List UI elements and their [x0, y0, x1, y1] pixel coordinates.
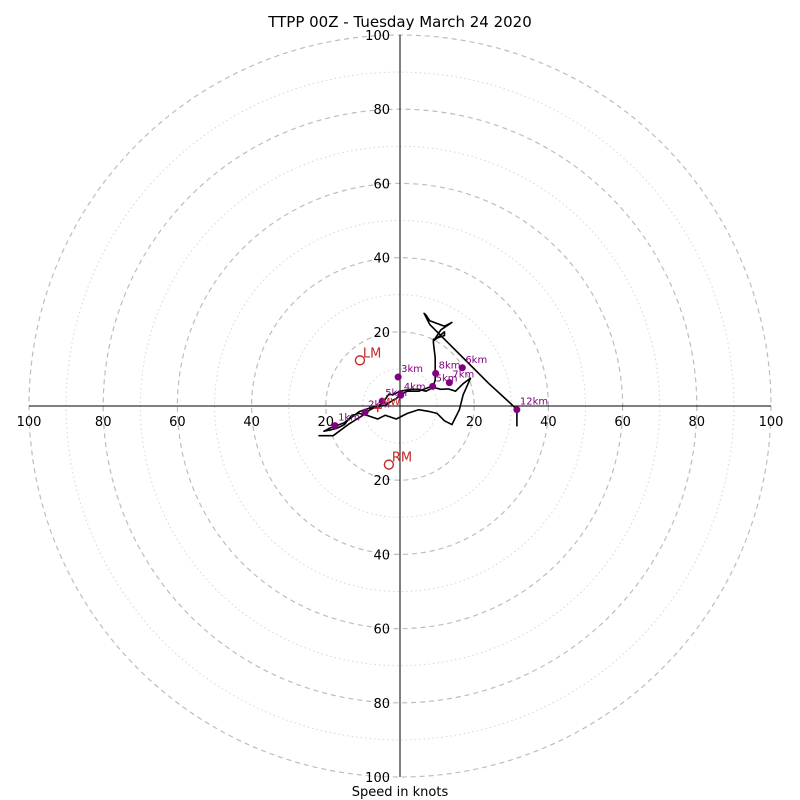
storm-motion-point [383, 459, 395, 470]
storm-motion-markers: LM RM MW [354, 346, 412, 470]
x-tick-label: 40 [540, 415, 557, 430]
x-tick-label: 60 [614, 415, 631, 430]
hodograph-trace [318, 312, 518, 437]
height-marker-point [331, 422, 339, 430]
storm-motion-label: LM [363, 346, 381, 361]
chart-axes [29, 35, 771, 777]
height-marker-point [432, 369, 440, 377]
x-tick-label: 100 [759, 415, 784, 430]
storm-motion-label: RM [392, 451, 412, 466]
x-tick-label: 60 [169, 415, 186, 430]
storm-motion-point [354, 355, 366, 366]
y-tick-label: 20 [373, 474, 390, 489]
height-marker-point [378, 397, 386, 405]
x-axis-label: Speed in knots [352, 785, 449, 800]
y-tick-label: 80 [373, 103, 390, 118]
height-marker-point [513, 406, 521, 414]
height-marker-label: 4km [404, 382, 426, 393]
x-tick-label: 100 [17, 415, 42, 430]
height-marker-point [445, 379, 453, 387]
height-marker-label: 6km [465, 355, 487, 366]
height-marker-point [397, 391, 405, 399]
y-tick-label: 80 [373, 697, 390, 712]
height-marker-point [429, 382, 437, 390]
y-tick-label: 100 [365, 29, 390, 44]
x-tick-label: 80 [689, 415, 706, 430]
height-marker-point [394, 373, 402, 381]
y-tick-label: 60 [373, 623, 390, 638]
x-tick-label: 20 [466, 415, 483, 430]
height-marker-point [361, 408, 369, 416]
height-marker-label: 1km [338, 413, 360, 424]
height-marker-label: 5km [385, 388, 407, 399]
height-marker-label: 7km [452, 370, 474, 381]
height-marker-label: 3km [401, 364, 423, 375]
y-tick-label: 100 [365, 771, 390, 786]
height-marker-label: 8km [439, 360, 461, 371]
x-tick-label: 40 [243, 415, 260, 430]
tick-labels: 20 20 20 20 40 40 40 40 60 60 60 60 80 80 80 80 100 100 10… [17, 29, 784, 786]
x-tick-label: 20 [318, 415, 335, 430]
chart-title: TTPP 00Z - Tuesday March 24 2020 [267, 13, 532, 31]
y-tick-label: 40 [373, 252, 390, 267]
height-marker-label: 12km [520, 397, 548, 408]
y-tick-label: 40 [373, 548, 390, 563]
mean-wind-label: MW [382, 397, 401, 408]
y-tick-label: 20 [373, 326, 390, 341]
x-tick-label: 80 [95, 415, 112, 430]
height-marker-point [458, 364, 466, 372]
height-marker-label: 5km [436, 373, 458, 384]
hodograph-trace-group [318, 312, 518, 437]
height-marker-label: 2km [368, 399, 390, 410]
y-tick-label: 60 [373, 177, 390, 192]
